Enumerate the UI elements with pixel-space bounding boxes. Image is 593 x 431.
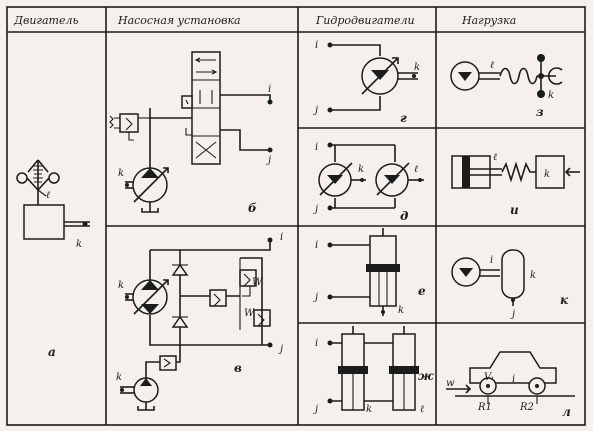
cell-b-pump-unit: i j k б [109,51,273,215]
label-vi-l: Vᵢ [484,372,493,383]
label-i-b: i [268,84,271,95]
label-l-d: ℓ [414,164,418,175]
label-i-k: i [490,255,493,266]
hydromotor-icon [361,57,399,95]
spring-i-icon [501,161,536,183]
motor-icon [450,61,480,91]
header-load: Нагрузка [461,14,516,27]
cell-l-vehicle: w Vᵢ i R1 R2 л [446,351,575,419]
tag-z: з [536,105,544,119]
label-j-v: j [278,344,283,355]
cell-v-pump-unit: i j k [116,232,283,411]
cell-k-load: i k j к [451,249,569,320]
label-k-zh: k [366,404,372,415]
cell-d-hydromotors: i j k ℓ д [313,142,424,223]
label-w-l: w [446,378,455,389]
directional-valve-icon [181,51,221,165]
label-l-zh: ℓ [420,404,424,415]
cylinder-icon [366,228,400,316]
cell-g-hydromotor: i j k г [313,40,420,125]
header-pump-unit: Насосная установка [117,14,241,27]
label-r1: R1 [477,402,492,413]
cell-z-load: ℓ k з [450,54,563,119]
label-k-engine: k [76,239,82,250]
cylinder-load-icon [451,155,502,189]
relief-valve-icon [109,113,150,141]
header-hydromotors: Гидродвигатели [315,14,415,27]
spring-icon [499,67,538,85]
label-j-k: j [510,309,515,320]
label-k-d: k [358,164,364,175]
tag-zh: ж [418,369,434,383]
boost-pump-icon [133,377,159,403]
tag-b: б [248,201,257,215]
label-j-e: j [313,292,318,303]
tag-e: е [418,284,426,298]
label-l-engine: ℓ [46,190,50,201]
label-i-l: i [512,374,515,385]
label-k-e: k [398,305,404,316]
governor-icon [16,159,60,205]
label-k-v2: k [116,372,122,383]
table-grid [6,6,586,426]
label-k-b: k [118,168,124,179]
label-j-g: j [313,105,318,116]
vehicle-icon [469,351,557,395]
label-k-z: k [548,90,554,101]
check-valve-icon [171,263,189,328]
tag-d: д [400,209,408,223]
svg-text:W: W [244,308,255,319]
label-k-v1: k [118,280,124,291]
tag-l: л [562,405,571,419]
mass-block [535,155,565,189]
label-l-z: ℓ [490,60,494,71]
label-i-e: i [315,240,318,251]
label-i-zh: i [315,338,318,349]
tag-a: а [48,345,56,359]
tag-g: г [400,111,407,125]
label-i-g: i [315,40,318,51]
label-j-b: j [266,155,271,166]
main-pump-icon [132,279,169,315]
cell-e-cylinder: i j k е [313,228,426,316]
inertia-disc-icon [537,54,545,98]
cell-a-engine: ℓ k а [16,159,90,359]
torque-arrow-icon [547,67,563,85]
tag-i: и [510,203,519,217]
engine-block [23,204,65,240]
tag-v: в [234,361,242,375]
label-r2: R2 [519,402,534,413]
motor-k-icon [451,257,481,287]
cell-zh-cylinders: i j k ℓ ж [313,326,434,415]
roller-icon [501,249,525,299]
svg-text:W: W [252,277,263,288]
label-i-d: i [315,142,318,153]
label-k-k: k [530,270,536,281]
cell-i-load: ℓ k и [451,152,580,217]
tank-icon [141,202,159,213]
boost-relief-icon [159,355,177,371]
label-k-g: k [414,62,420,73]
tag-k: к [560,293,569,307]
hydromotor-pair-icon [318,162,410,197]
label-j-d: j [313,204,318,215]
variable-pump-icon [132,167,169,203]
header-engine: Двигатель [13,14,78,27]
label-j-zh: j [313,404,318,415]
cylinder-pair-icon [338,326,419,411]
label-k-i: k [544,169,550,180]
label-l-i: ℓ [493,152,497,163]
label-i-v: i [280,232,283,243]
relief-valve-pair-icon: W W [209,257,271,345]
